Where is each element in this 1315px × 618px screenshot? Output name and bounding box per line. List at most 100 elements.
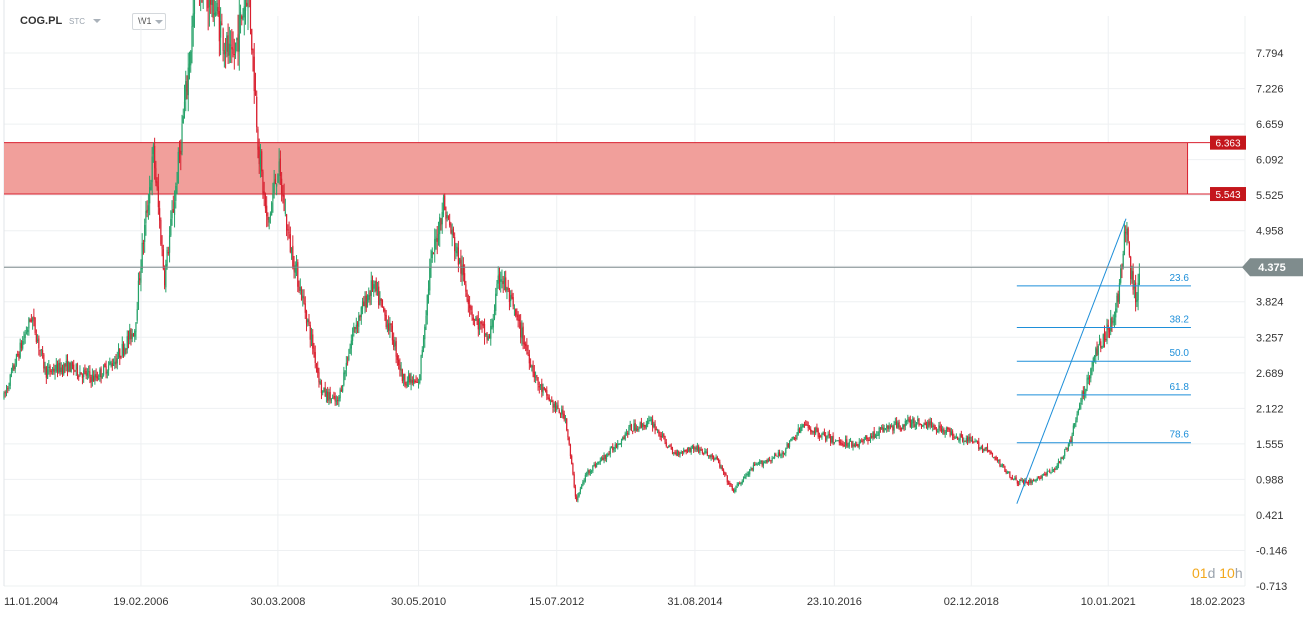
candle-body [525,343,527,346]
candle-body [917,419,919,422]
candle-body [940,428,943,432]
candle-body [989,451,991,453]
candle-body [25,332,28,334]
candle-body [498,274,501,282]
candle-body [470,306,472,311]
candle-body [722,469,725,473]
candle-body [229,44,232,46]
candle-body [780,454,782,456]
candle-body [436,238,438,242]
candle-body [833,442,835,444]
candle-body [572,463,574,475]
candle-body [55,364,57,372]
candle-body [242,16,244,21]
candle-body [1060,457,1062,463]
candle-body [322,390,324,393]
candle-body [1009,471,1011,477]
candle-body [999,459,1001,467]
interval-label: W1 [138,16,152,26]
candle-body [510,295,512,302]
candle-body [534,376,537,379]
candle-body [858,441,860,447]
candle-body [191,26,193,53]
candle-body [898,422,900,428]
symbol-name[interactable]: COG.PL [20,15,63,27]
candle-body [38,338,40,349]
candle-body [277,173,279,183]
candle-body [68,361,70,372]
candle-body [831,436,833,443]
candle-body [623,437,625,439]
candle-body [65,360,67,367]
candle-body [385,314,387,327]
candle-body [100,368,102,378]
candle-body [478,322,481,331]
candle-body [430,260,432,269]
candle-body [69,362,71,373]
candle-body [1039,477,1041,479]
candle-body [37,339,39,342]
chevron-down-icon[interactable] [93,19,101,23]
candle-body [415,380,417,383]
candle-body [501,279,503,281]
candle-body [647,420,649,425]
candle-body [312,334,314,349]
candle-body [861,440,863,442]
candle-body [821,433,823,438]
candle-body [180,150,182,155]
candle-body [8,387,10,389]
candle-body [384,309,386,316]
candle-body [310,335,313,340]
candle-body [837,440,839,442]
candle-body [727,482,730,484]
candle-body [74,370,76,372]
candle-body [745,475,747,478]
candle-body [1049,470,1051,472]
candle-body [369,292,371,297]
candle-body [401,369,403,381]
candle-body [58,362,60,373]
candle-body [171,211,173,219]
zone-low-tag-label: 5.543 [1215,190,1240,201]
candle-body [573,474,575,487]
candle-body [797,428,799,435]
candle-body [185,81,187,100]
candle-body [635,428,638,432]
candle-body [465,284,467,292]
candle-body [512,297,514,307]
candle-body [127,335,130,341]
candle-body [459,258,461,264]
candle-body [536,375,538,377]
candle-body [506,288,508,292]
candle-body [505,277,507,291]
candle-body [798,429,801,432]
candle-body [671,449,674,454]
candle-body [642,423,644,427]
candle-body [788,440,791,447]
candle-body [736,483,738,486]
candle-body [688,447,690,452]
candle-body [1120,268,1122,283]
candle-body [1108,329,1111,333]
candle-body [218,11,220,42]
candle-body [717,459,720,463]
candle-body [1103,332,1106,340]
candle-body [955,437,957,439]
candle-body [703,452,705,454]
candle-body [93,375,95,382]
candle-body [696,445,699,451]
candle-body [752,464,755,470]
candle-body [518,319,520,322]
y-axis-tick-label: 3.824 [1256,297,1284,309]
candle-body [520,322,522,338]
candle-body [996,460,999,462]
candle-body [699,449,701,454]
candle-body [234,42,237,54]
candle-body [19,342,21,358]
resistance-zone[interactable] [4,142,1188,195]
candle-body [279,158,281,176]
candle-body [934,426,936,430]
candle-body [539,384,542,387]
candle-body [152,145,154,155]
